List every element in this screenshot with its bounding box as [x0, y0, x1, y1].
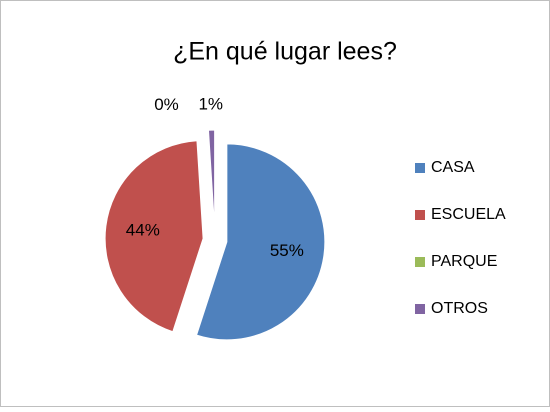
legend-label: PARQUE [431, 253, 497, 270]
chart-title: ¿En qué lugar lees? [173, 38, 397, 66]
legend-label: OTROS [431, 300, 488, 317]
pie-slice [195, 143, 326, 341]
pie-slice [104, 140, 204, 333]
legend-swatch [415, 257, 425, 267]
data-label: 44% [126, 220, 160, 239]
legend-swatch [415, 210, 425, 220]
data-label: 55% [270, 241, 304, 260]
legend-label: ESCUELA [431, 206, 506, 223]
legend-swatch [415, 163, 425, 173]
legend-label: CASA [431, 159, 475, 176]
pie-slice [207, 129, 216, 229]
legend-swatch [415, 304, 425, 314]
data-label: 1% [198, 95, 223, 114]
data-label: 0% [154, 95, 179, 114]
